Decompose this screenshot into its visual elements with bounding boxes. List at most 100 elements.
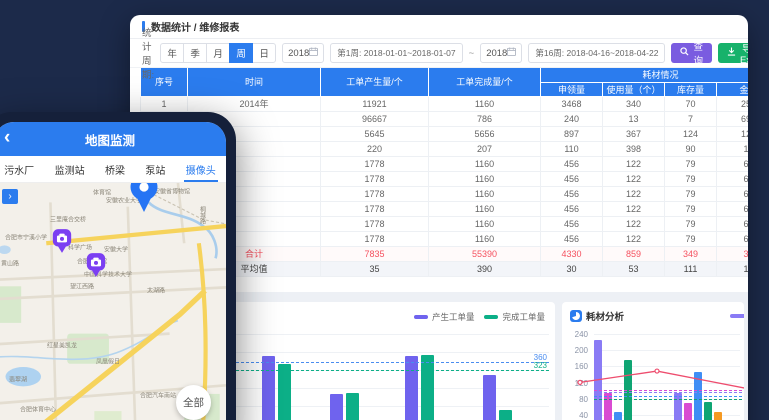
table-cell: 456 xyxy=(540,155,603,172)
map-roads-major xyxy=(44,223,226,420)
table-cell: 7835 xyxy=(320,245,429,262)
y-tick-label: 240 xyxy=(574,330,588,339)
period-option-季[interactable]: 季 xyxy=(183,43,208,63)
bar-series-orange xyxy=(714,411,722,420)
consumable-chart-plot: 2402001601208040 xyxy=(562,302,744,420)
bar-series-magenta xyxy=(604,392,612,420)
map-view[interactable]: › 全部 体育馆 安徽农业大学 安徽省博物馆 三里庵合交桥 合肥市宁溪小学 科学广场 安徽大… xyxy=(0,183,226,420)
camera-marker-icon[interactable] xyxy=(51,228,73,259)
table-cell: 13 xyxy=(602,110,665,127)
period-option-月[interactable]: 月 xyxy=(206,43,231,63)
start-year-select[interactable]: 2018 xyxy=(282,43,325,63)
report-panel: 数据统计 / 维修报表 统计周期: 年季月周日 2018 第1周: 2018-0… xyxy=(130,15,748,420)
tab-污水厂[interactable]: 污水厂 xyxy=(4,165,35,177)
table-cell: 349 xyxy=(664,245,717,262)
range-separator: ~ xyxy=(468,47,475,59)
period-option-年[interactable]: 年 xyxy=(160,43,185,63)
map-label: 安徽大学 xyxy=(103,247,129,254)
gridline xyxy=(151,352,549,353)
end-week-input[interactable]: 第16周: 2018-04-16~2018-04-22 xyxy=(528,43,666,63)
table-cell: 398 xyxy=(602,140,665,157)
location-pin-icon[interactable] xyxy=(127,183,161,219)
table-cell: 7 xyxy=(664,110,717,127)
table-cell: 67 xyxy=(716,170,748,187)
map-label: 望江西路 xyxy=(69,284,95,291)
legend-label: 产生工单量 xyxy=(431,312,475,322)
table-cell: 67 xyxy=(716,200,748,217)
table-cell: 456 xyxy=(540,230,603,247)
map-label: 科学广场 xyxy=(67,245,93,252)
reference-line xyxy=(594,399,742,400)
tab-监测站[interactable]: 监测站 xyxy=(54,165,85,177)
tab-桥梁[interactable]: 桥梁 xyxy=(104,165,125,177)
y-tick-label: 160 xyxy=(574,362,588,372)
bar-series-blue xyxy=(614,412,622,420)
breadcrumb-bar: 数据统计 / 维修报表 xyxy=(130,15,748,39)
table-cell: 1160 xyxy=(428,215,541,232)
filter-bar: 统计周期: 年季月周日 2018 第1周: 2018-01-01~2018-01… xyxy=(130,28,748,81)
table-cell: 122 xyxy=(602,230,665,247)
table-cell: 1778 xyxy=(320,215,429,232)
map-label: 合肥市宁溪小学 xyxy=(4,235,48,242)
map-all-button[interactable]: 全部 xyxy=(176,385,211,420)
table-cell: 110 xyxy=(540,140,603,157)
reference-line xyxy=(594,392,742,394)
table-cell: 55390 xyxy=(428,245,541,262)
period-option-周[interactable]: 周 xyxy=(229,43,254,63)
table-cell: 79 xyxy=(664,215,717,232)
period-segmented-control: 年季月周日 xyxy=(160,43,277,63)
reference-line xyxy=(151,362,549,364)
table-cell: 122 xyxy=(602,200,665,217)
query-button[interactable]: 查询 xyxy=(671,42,712,67)
legend-item-完成工单量[interactable]: 完成工单量 xyxy=(484,311,545,323)
table-cell: 1160 xyxy=(428,155,541,172)
bar-产生工单量 xyxy=(262,355,275,420)
col-header-created: 工单产生量/个 xyxy=(320,68,429,97)
table-cell: 390 xyxy=(428,260,541,277)
col-header-done: 工单完成量/个 xyxy=(428,68,541,97)
period-option-日[interactable]: 日 xyxy=(252,43,277,63)
map-label: 合肥体育中心 xyxy=(19,407,57,414)
table-cell: 90 xyxy=(664,140,717,157)
y-tick-label: 80 xyxy=(579,394,588,404)
table-cell: 367 xyxy=(602,125,665,142)
workorder-chart-legend: 产生工单量 完成工单量 xyxy=(413,311,545,323)
workorder-chart-plot: 360 323 xyxy=(145,302,555,420)
table-cell: 122 xyxy=(602,155,665,172)
table-cell: 53 xyxy=(602,260,665,277)
bar-series-green xyxy=(704,401,712,420)
legend-marker xyxy=(484,315,499,319)
bar-series-green xyxy=(624,360,632,420)
consumable-chart-title: 耗材分析 xyxy=(586,312,625,323)
tab-泵站[interactable]: 泵站 xyxy=(145,165,166,177)
reference-line xyxy=(151,370,549,372)
back-chevron-icon[interactable]: ‹ xyxy=(4,127,11,148)
bar-series-purple xyxy=(674,392,682,420)
table-cell: 129 xyxy=(716,125,748,142)
start-week-input[interactable]: 第1周: 2018-01-01~2018-01-07 xyxy=(330,43,463,63)
tab-摄像头[interactable]: 摄像头 xyxy=(183,156,218,182)
table-cell: 96667 xyxy=(320,110,429,127)
table-cell: 122 xyxy=(602,215,665,232)
reference-line xyxy=(594,395,742,397)
gridline xyxy=(594,415,740,416)
col-group-consumables: 耗材情况 xyxy=(539,68,748,83)
table-cell: 1 xyxy=(140,95,188,112)
map-label: 合肥汽车南站 xyxy=(139,393,177,400)
table-cell: 3468 xyxy=(540,95,603,112)
map-expand-button[interactable]: › xyxy=(2,189,18,204)
camera-marker-icon[interactable] xyxy=(85,252,107,283)
export-excel-button[interactable]: 导出Excel xyxy=(717,43,748,66)
table-cell: 1778 xyxy=(320,185,429,202)
table-cell: 79 xyxy=(664,230,717,247)
table-cell: 67 xyxy=(716,185,748,202)
legend-item-产生工单量[interactable]: 产生工单量 xyxy=(413,311,475,323)
table-cell: 79 xyxy=(664,185,717,202)
table-cell: 79 xyxy=(664,170,717,187)
table-row: 12014年119211160346834070250 xyxy=(140,95,748,112)
map-label: 红星美凯龙 xyxy=(46,343,78,350)
y-tick-label: 200 xyxy=(574,346,588,356)
end-year-select[interactable]: 2018 xyxy=(480,43,523,63)
table-cell: 1778 xyxy=(320,200,429,217)
bar-完成工单量 xyxy=(499,409,512,420)
